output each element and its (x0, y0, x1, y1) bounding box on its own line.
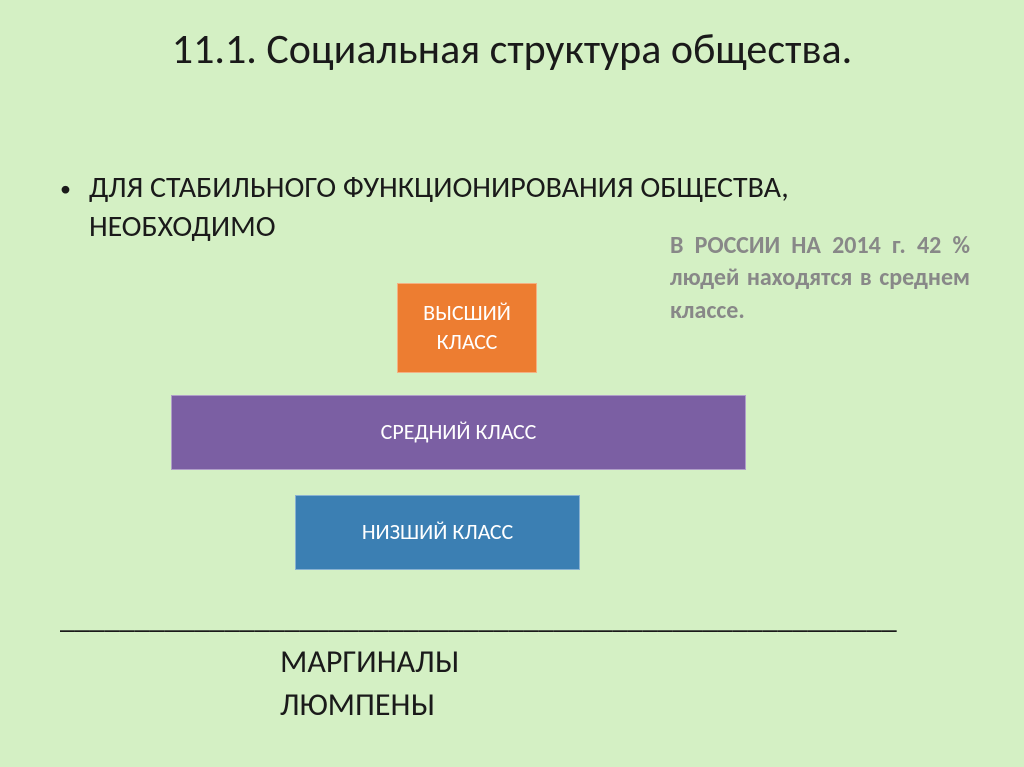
lumpens-label: ЛЮМПЕНЫ (280, 683, 459, 726)
upper-class-label: ВЫСШИЙ КЛАСС (398, 299, 536, 356)
slide-title: 11.1. Социальная структура общества. (0, 0, 1024, 77)
bottom-labels: МАРГИНАЛЫ ЛЮМПЕНЫ (280, 640, 459, 726)
middle-class-box: СРЕДНИЙ КЛАСС (171, 395, 746, 470)
bullet-marker: • (60, 168, 71, 210)
middle-class-label: СРЕДНИЙ КЛАСС (381, 418, 537, 447)
upper-class-box: ВЫСШИЙ КЛАСС (397, 283, 537, 373)
lower-class-box: НИЗШИЙ КЛАСС (295, 495, 580, 570)
divider-line: ________________________________________… (60, 600, 964, 637)
lower-class-label: НИЗШИЙ КЛАСС (362, 518, 513, 547)
marginals-label: МАРГИНАЛЫ (280, 640, 459, 683)
side-note: В РОССИИ НА 2014 г. 42 % людей находятся… (670, 230, 970, 327)
